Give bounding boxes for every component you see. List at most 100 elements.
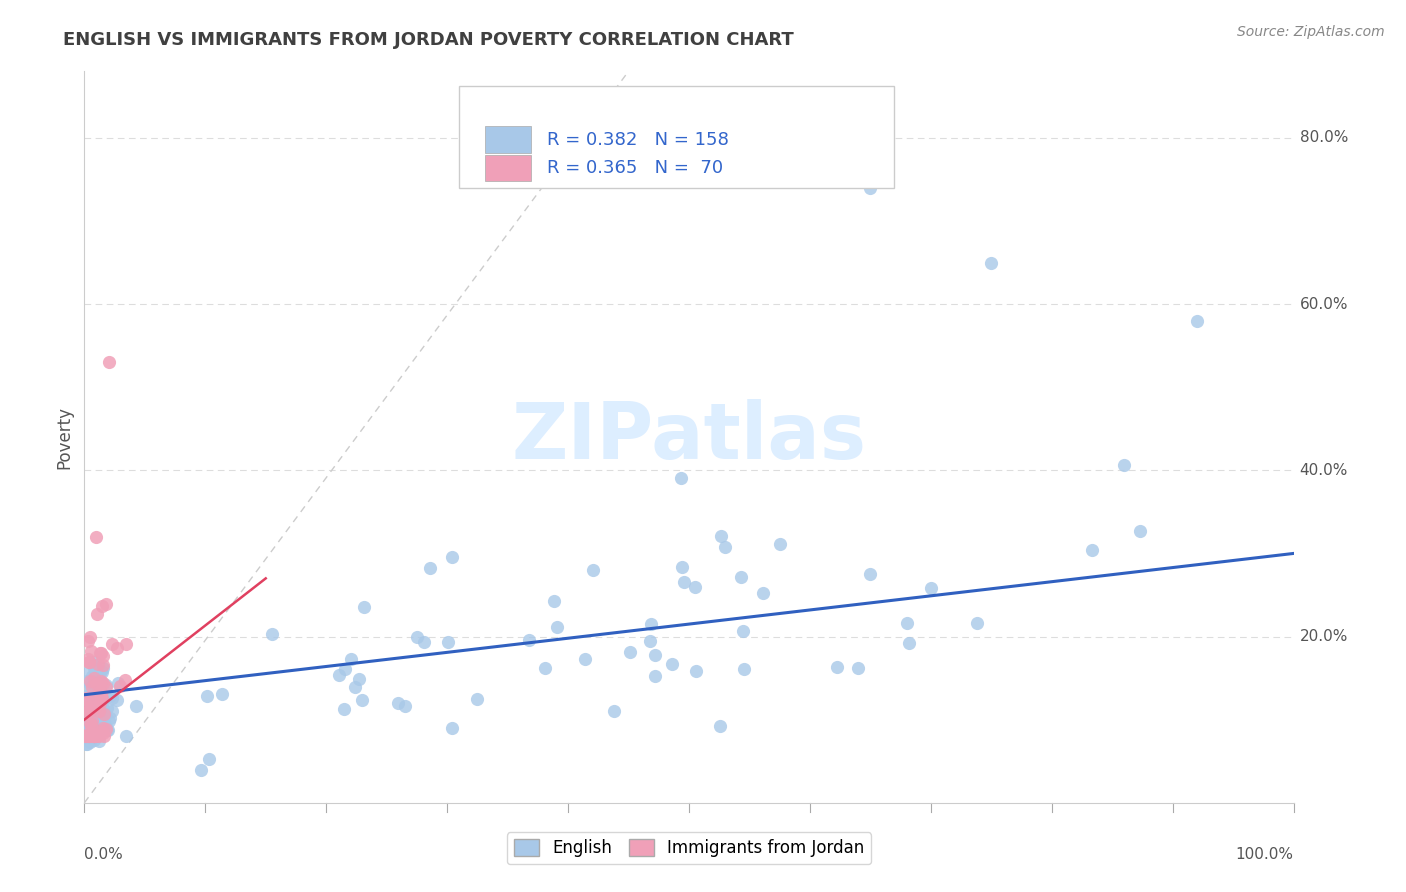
Point xyxy=(436,634,458,648)
Point xyxy=(94,722,117,736)
Point xyxy=(75,711,97,725)
Point xyxy=(83,671,105,685)
Point xyxy=(96,701,118,715)
Point xyxy=(91,658,114,673)
Point xyxy=(1129,524,1152,538)
Point xyxy=(198,752,221,766)
Point xyxy=(80,675,103,690)
Point xyxy=(96,597,118,611)
Point xyxy=(671,560,693,574)
Point xyxy=(77,652,100,666)
Point xyxy=(87,703,110,717)
Legend: English, Immigrants from Jordan: English, Immigrants from Jordan xyxy=(508,832,870,864)
Point xyxy=(465,691,488,706)
Point xyxy=(730,570,752,584)
Point xyxy=(87,704,110,718)
Text: 20.0%: 20.0% xyxy=(1299,629,1348,644)
Point xyxy=(603,704,626,718)
Text: R = 0.382   N = 158: R = 0.382 N = 158 xyxy=(547,130,730,149)
Point xyxy=(98,689,121,703)
Point xyxy=(82,706,104,721)
Point xyxy=(90,688,112,702)
Point xyxy=(83,729,105,743)
Point xyxy=(859,567,882,582)
Point xyxy=(75,722,97,736)
Point xyxy=(77,704,100,718)
Point xyxy=(84,700,107,714)
Point xyxy=(1185,314,1208,328)
Point xyxy=(76,729,98,743)
Point xyxy=(387,696,409,710)
Point xyxy=(82,691,104,706)
Point xyxy=(76,705,98,719)
Point xyxy=(769,537,792,551)
Point xyxy=(87,734,110,748)
Point xyxy=(710,529,733,543)
Point xyxy=(83,729,105,743)
Point xyxy=(75,691,97,706)
Point xyxy=(82,727,104,741)
Point xyxy=(89,685,111,699)
Point xyxy=(75,718,97,732)
Point xyxy=(89,725,111,739)
Point xyxy=(83,657,105,672)
Point xyxy=(80,728,103,742)
Point xyxy=(90,674,112,689)
Point xyxy=(353,600,375,615)
Point xyxy=(75,712,97,726)
Point xyxy=(980,255,1002,269)
Point xyxy=(87,657,110,671)
Point xyxy=(89,690,111,705)
Point xyxy=(896,615,918,630)
Point xyxy=(77,655,100,669)
Bar xyxy=(485,155,530,181)
Text: 100.0%: 100.0% xyxy=(1236,847,1294,862)
Point xyxy=(89,675,111,690)
Point xyxy=(84,726,107,740)
Text: 40.0%: 40.0% xyxy=(1299,463,1348,478)
Point xyxy=(90,692,112,706)
Point xyxy=(350,693,373,707)
FancyBboxPatch shape xyxy=(460,86,894,188)
Point xyxy=(83,729,105,743)
Point xyxy=(79,731,101,745)
Point xyxy=(80,722,103,736)
Point xyxy=(709,719,731,733)
Point xyxy=(419,561,441,575)
Point xyxy=(86,677,108,691)
Point xyxy=(82,674,104,689)
Point xyxy=(713,540,735,554)
Point xyxy=(114,729,136,743)
Point xyxy=(84,727,107,741)
Point xyxy=(82,713,104,727)
Point xyxy=(107,675,129,690)
Point xyxy=(79,726,101,740)
Point xyxy=(75,737,97,751)
Point xyxy=(86,729,108,743)
Point xyxy=(89,729,111,743)
Point xyxy=(93,707,115,722)
Point xyxy=(80,669,103,683)
Point xyxy=(76,692,98,706)
Point xyxy=(79,717,101,731)
Point xyxy=(543,594,565,608)
Point xyxy=(75,713,97,727)
Point xyxy=(1080,542,1102,557)
Point xyxy=(77,665,100,679)
Point xyxy=(79,718,101,732)
Point xyxy=(87,688,110,702)
Text: Source: ZipAtlas.com: Source: ZipAtlas.com xyxy=(1237,25,1385,39)
Point xyxy=(84,695,107,709)
Point xyxy=(211,687,233,701)
Point xyxy=(91,691,114,706)
Point xyxy=(91,693,114,707)
Point xyxy=(79,703,101,717)
Point xyxy=(114,673,136,688)
Point xyxy=(347,672,370,686)
Point xyxy=(79,678,101,692)
Point xyxy=(82,722,104,736)
Point xyxy=(79,729,101,743)
Point xyxy=(190,763,212,777)
Point xyxy=(90,599,112,613)
Point xyxy=(91,726,114,740)
